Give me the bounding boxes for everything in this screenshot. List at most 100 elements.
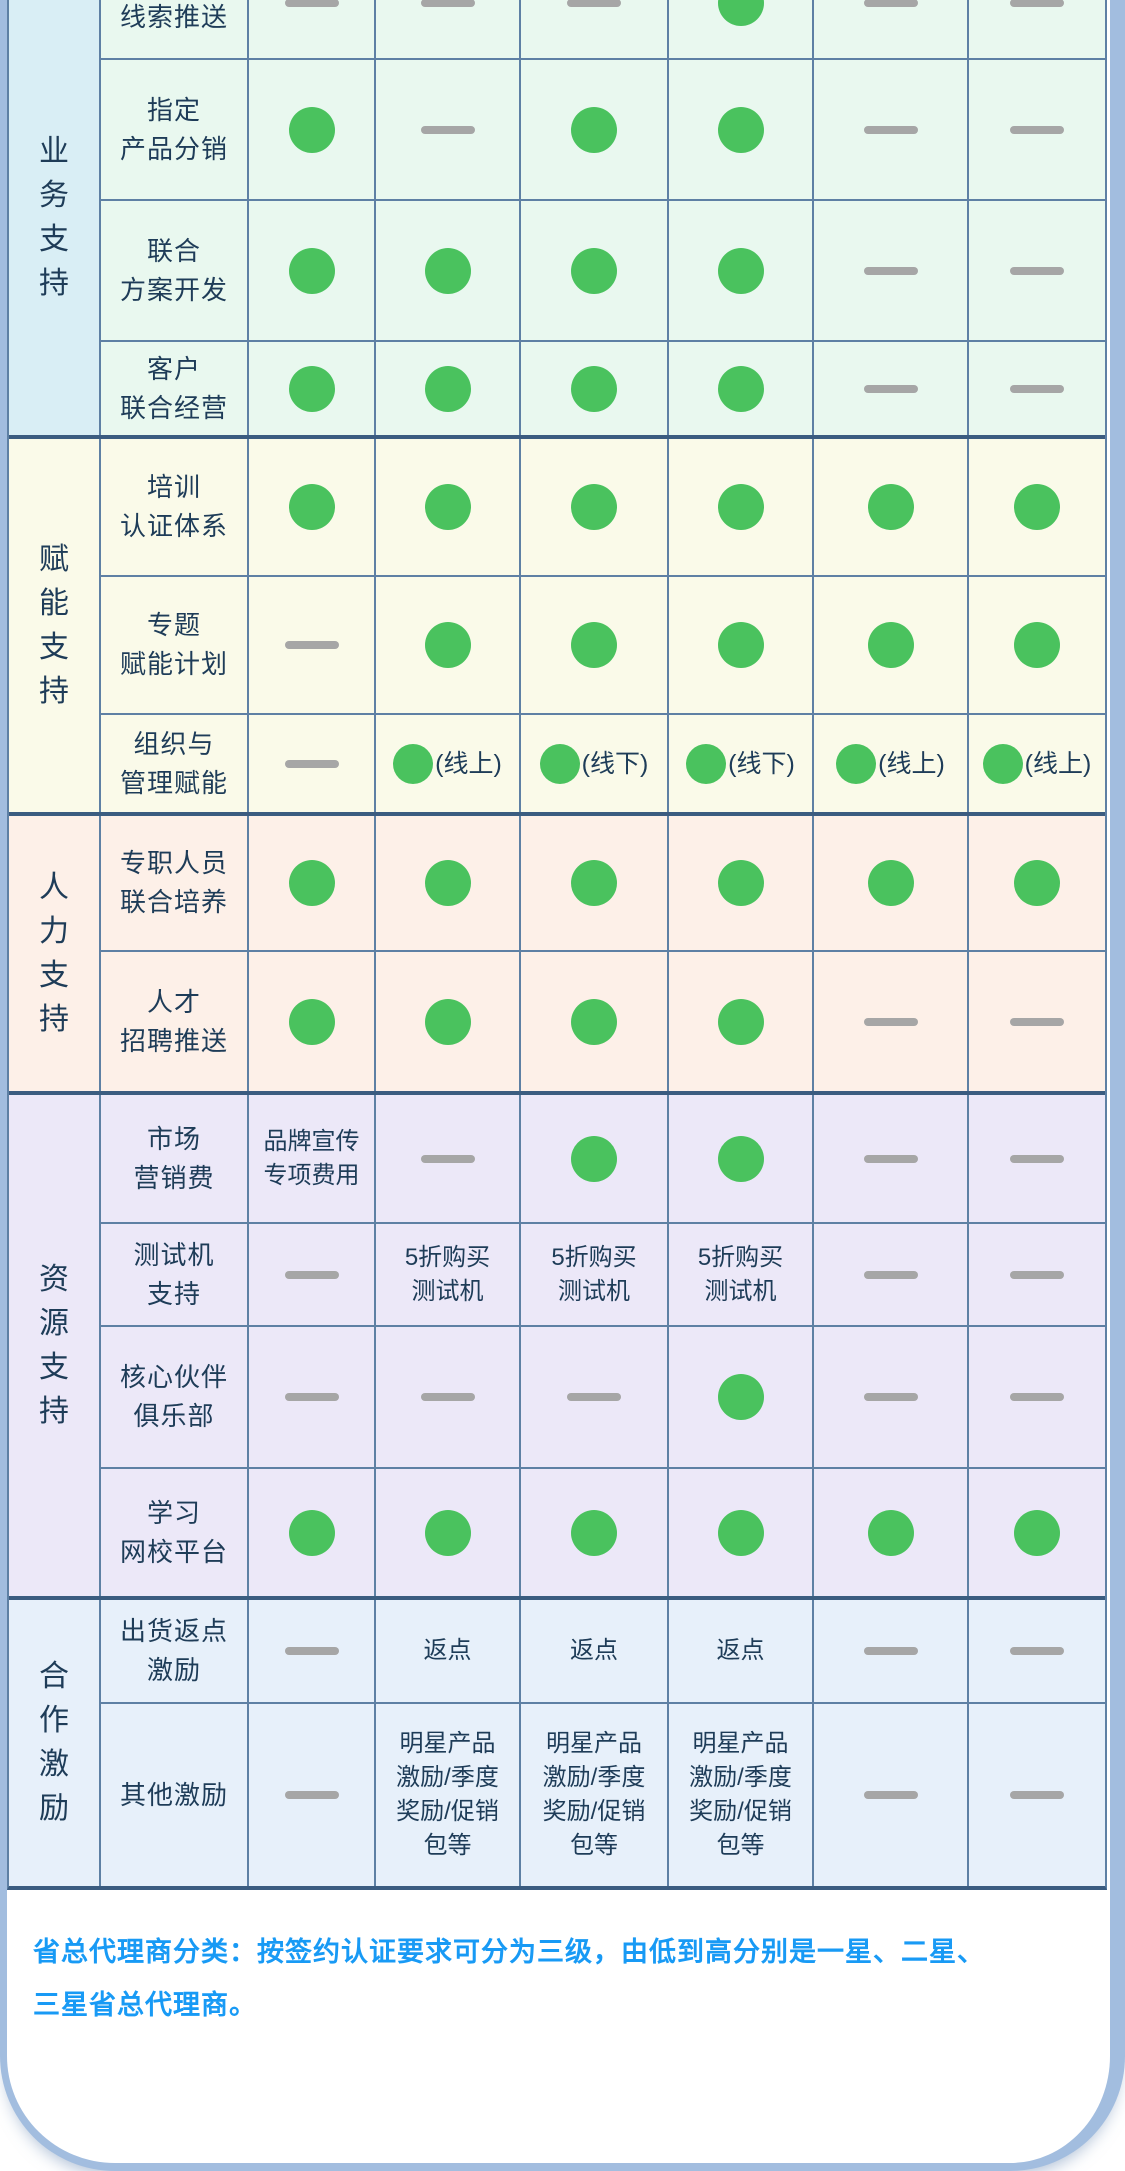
row-label: 学习 网校平台 — [119, 1497, 228, 1567]
dash-icon — [1010, 266, 1064, 275]
row-label: 客户 联合经营 — [119, 353, 228, 423]
status-dot-icon — [288, 998, 335, 1045]
dash-icon — [420, 1393, 475, 1401]
value-cell: 品牌宣传 专项费用 — [249, 1095, 374, 1222]
row-label: 其他激励 — [119, 1779, 228, 1810]
value-cell: 5折购买 测试机 — [669, 1224, 812, 1325]
value-cell — [814, 0, 967, 58]
status-dot-icon — [424, 622, 471, 668]
dash-icon — [863, 1017, 918, 1026]
cell-text: 返点 — [716, 1637, 765, 1664]
section-资源支持: 资 源 支 持 市场 营销费 品牌宣传 专项费用 测试机 支持 5折购买 测试机 5折购买… — [9, 1095, 1105, 1596]
value-cell — [521, 1469, 667, 1596]
row-label-cell: 学习 网校平台 — [101, 1469, 247, 1596]
value-cell — [969, 1704, 1105, 1886]
category-label: 业 务 支 持 — [39, 134, 69, 300]
status-dot-icon — [424, 484, 471, 530]
value-cell — [521, 816, 667, 950]
value-cell — [521, 1095, 667, 1222]
value-cell — [969, 60, 1105, 199]
value-cell — [376, 1469, 519, 1596]
value-cell — [249, 342, 374, 435]
dot-with-label: (线上) — [836, 743, 945, 784]
cell-text: 明星产品 激励/季度 奖励/促销 包等 — [689, 1730, 792, 1859]
status-dot-icon — [288, 484, 335, 530]
section-人力支持: 人 力 支 持 专职人员 联合培养人才 招聘推送 — [9, 816, 1105, 1091]
status-dot-icon — [1014, 622, 1060, 668]
status-dot-icon — [288, 247, 335, 294]
value-cell — [814, 1095, 967, 1222]
status-dot-icon — [571, 365, 617, 412]
row-label: 指定 产品分销 — [119, 94, 228, 164]
dash-icon — [1010, 1154, 1064, 1163]
row-label-cell: 专职人员 联合培养 — [101, 816, 247, 950]
dot-with-label: (线下) — [686, 743, 795, 784]
status-dot-icon — [686, 743, 727, 784]
dot-label: (线上) — [1024, 749, 1092, 778]
section-divider — [9, 1596, 1105, 1600]
value-cell — [814, 1704, 967, 1886]
value-cell — [376, 201, 519, 340]
value-cell — [669, 1327, 812, 1467]
cell-text: 5折购买 测试机 — [697, 1243, 784, 1305]
value-cell — [814, 816, 967, 950]
dash-icon — [420, 125, 475, 134]
value-cell — [669, 952, 812, 1091]
dash-icon — [863, 1270, 918, 1279]
status-dot-icon — [1014, 484, 1060, 530]
status-dot-icon — [424, 365, 471, 412]
status-dot-icon — [717, 998, 764, 1045]
dash-icon — [567, 0, 621, 7]
row-label: 核心伙伴 俱乐部 — [119, 1362, 228, 1431]
status-dot-icon — [717, 365, 764, 412]
dash-icon — [1010, 0, 1064, 7]
status-dot-icon — [571, 998, 617, 1045]
section-赋能支持: 赋 能 支 持 培训 认证体系 专题 赋能计划 组织与 管理赋能 (线上) (线下) (线下… — [9, 439, 1105, 812]
section-divider — [9, 812, 1105, 816]
value-cell — [814, 60, 967, 199]
status-dot-icon — [867, 484, 914, 530]
value-cell — [969, 952, 1105, 1091]
status-dot-icon — [571, 247, 617, 294]
status-dot-icon — [717, 484, 764, 530]
category-cell: 资 源 支 持 — [9, 1095, 99, 1596]
row-label-cell: 专题 赋能计划 — [101, 577, 247, 713]
cell-text: 返点 — [570, 1637, 618, 1664]
value-cell — [249, 201, 374, 340]
value-cell — [521, 439, 667, 575]
value-cell — [669, 201, 812, 340]
row-label: 人才 招聘推送 — [119, 986, 228, 1056]
status-dot-icon — [288, 365, 335, 412]
category-label: 人 力 支 持 — [39, 870, 69, 1036]
dash-icon — [1010, 1270, 1064, 1279]
cell-text: 明星产品 激励/季度 奖励/促销 包等 — [542, 1730, 646, 1859]
value-cell — [521, 952, 667, 1091]
dash-icon — [863, 266, 918, 275]
category-cell: 人 力 支 持 — [9, 816, 99, 1091]
row-label: 组织与 管理赋能 — [119, 728, 228, 798]
dash-icon — [863, 1647, 918, 1655]
status-dot-icon — [571, 484, 617, 530]
status-dot-icon — [424, 247, 471, 294]
value-cell — [969, 1327, 1105, 1467]
value-cell — [376, 1327, 519, 1467]
status-dot-icon — [717, 247, 764, 294]
value-cell — [376, 816, 519, 950]
value-cell — [376, 439, 519, 575]
status-dot-icon — [571, 106, 617, 153]
value-cell — [249, 816, 374, 950]
value-cell: (线上) — [376, 715, 519, 812]
dash-icon — [863, 1393, 918, 1401]
value-cell — [969, 1600, 1105, 1702]
value-cell — [249, 1704, 374, 1886]
value-cell — [376, 1095, 519, 1222]
section-业务支持: 业 务 支 持 线索推送 指定 产品分销 联合 方案开发 客户 联合经营 — [9, 0, 1105, 435]
value-cell — [814, 201, 967, 340]
cell-text: 5折购买 测试机 — [551, 1243, 637, 1305]
value-cell — [969, 1224, 1105, 1325]
dash-icon — [284, 641, 339, 649]
status-dot-icon — [393, 743, 434, 784]
dot-label: (线下) — [581, 749, 649, 778]
dot-with-label: (线下) — [539, 743, 649, 784]
